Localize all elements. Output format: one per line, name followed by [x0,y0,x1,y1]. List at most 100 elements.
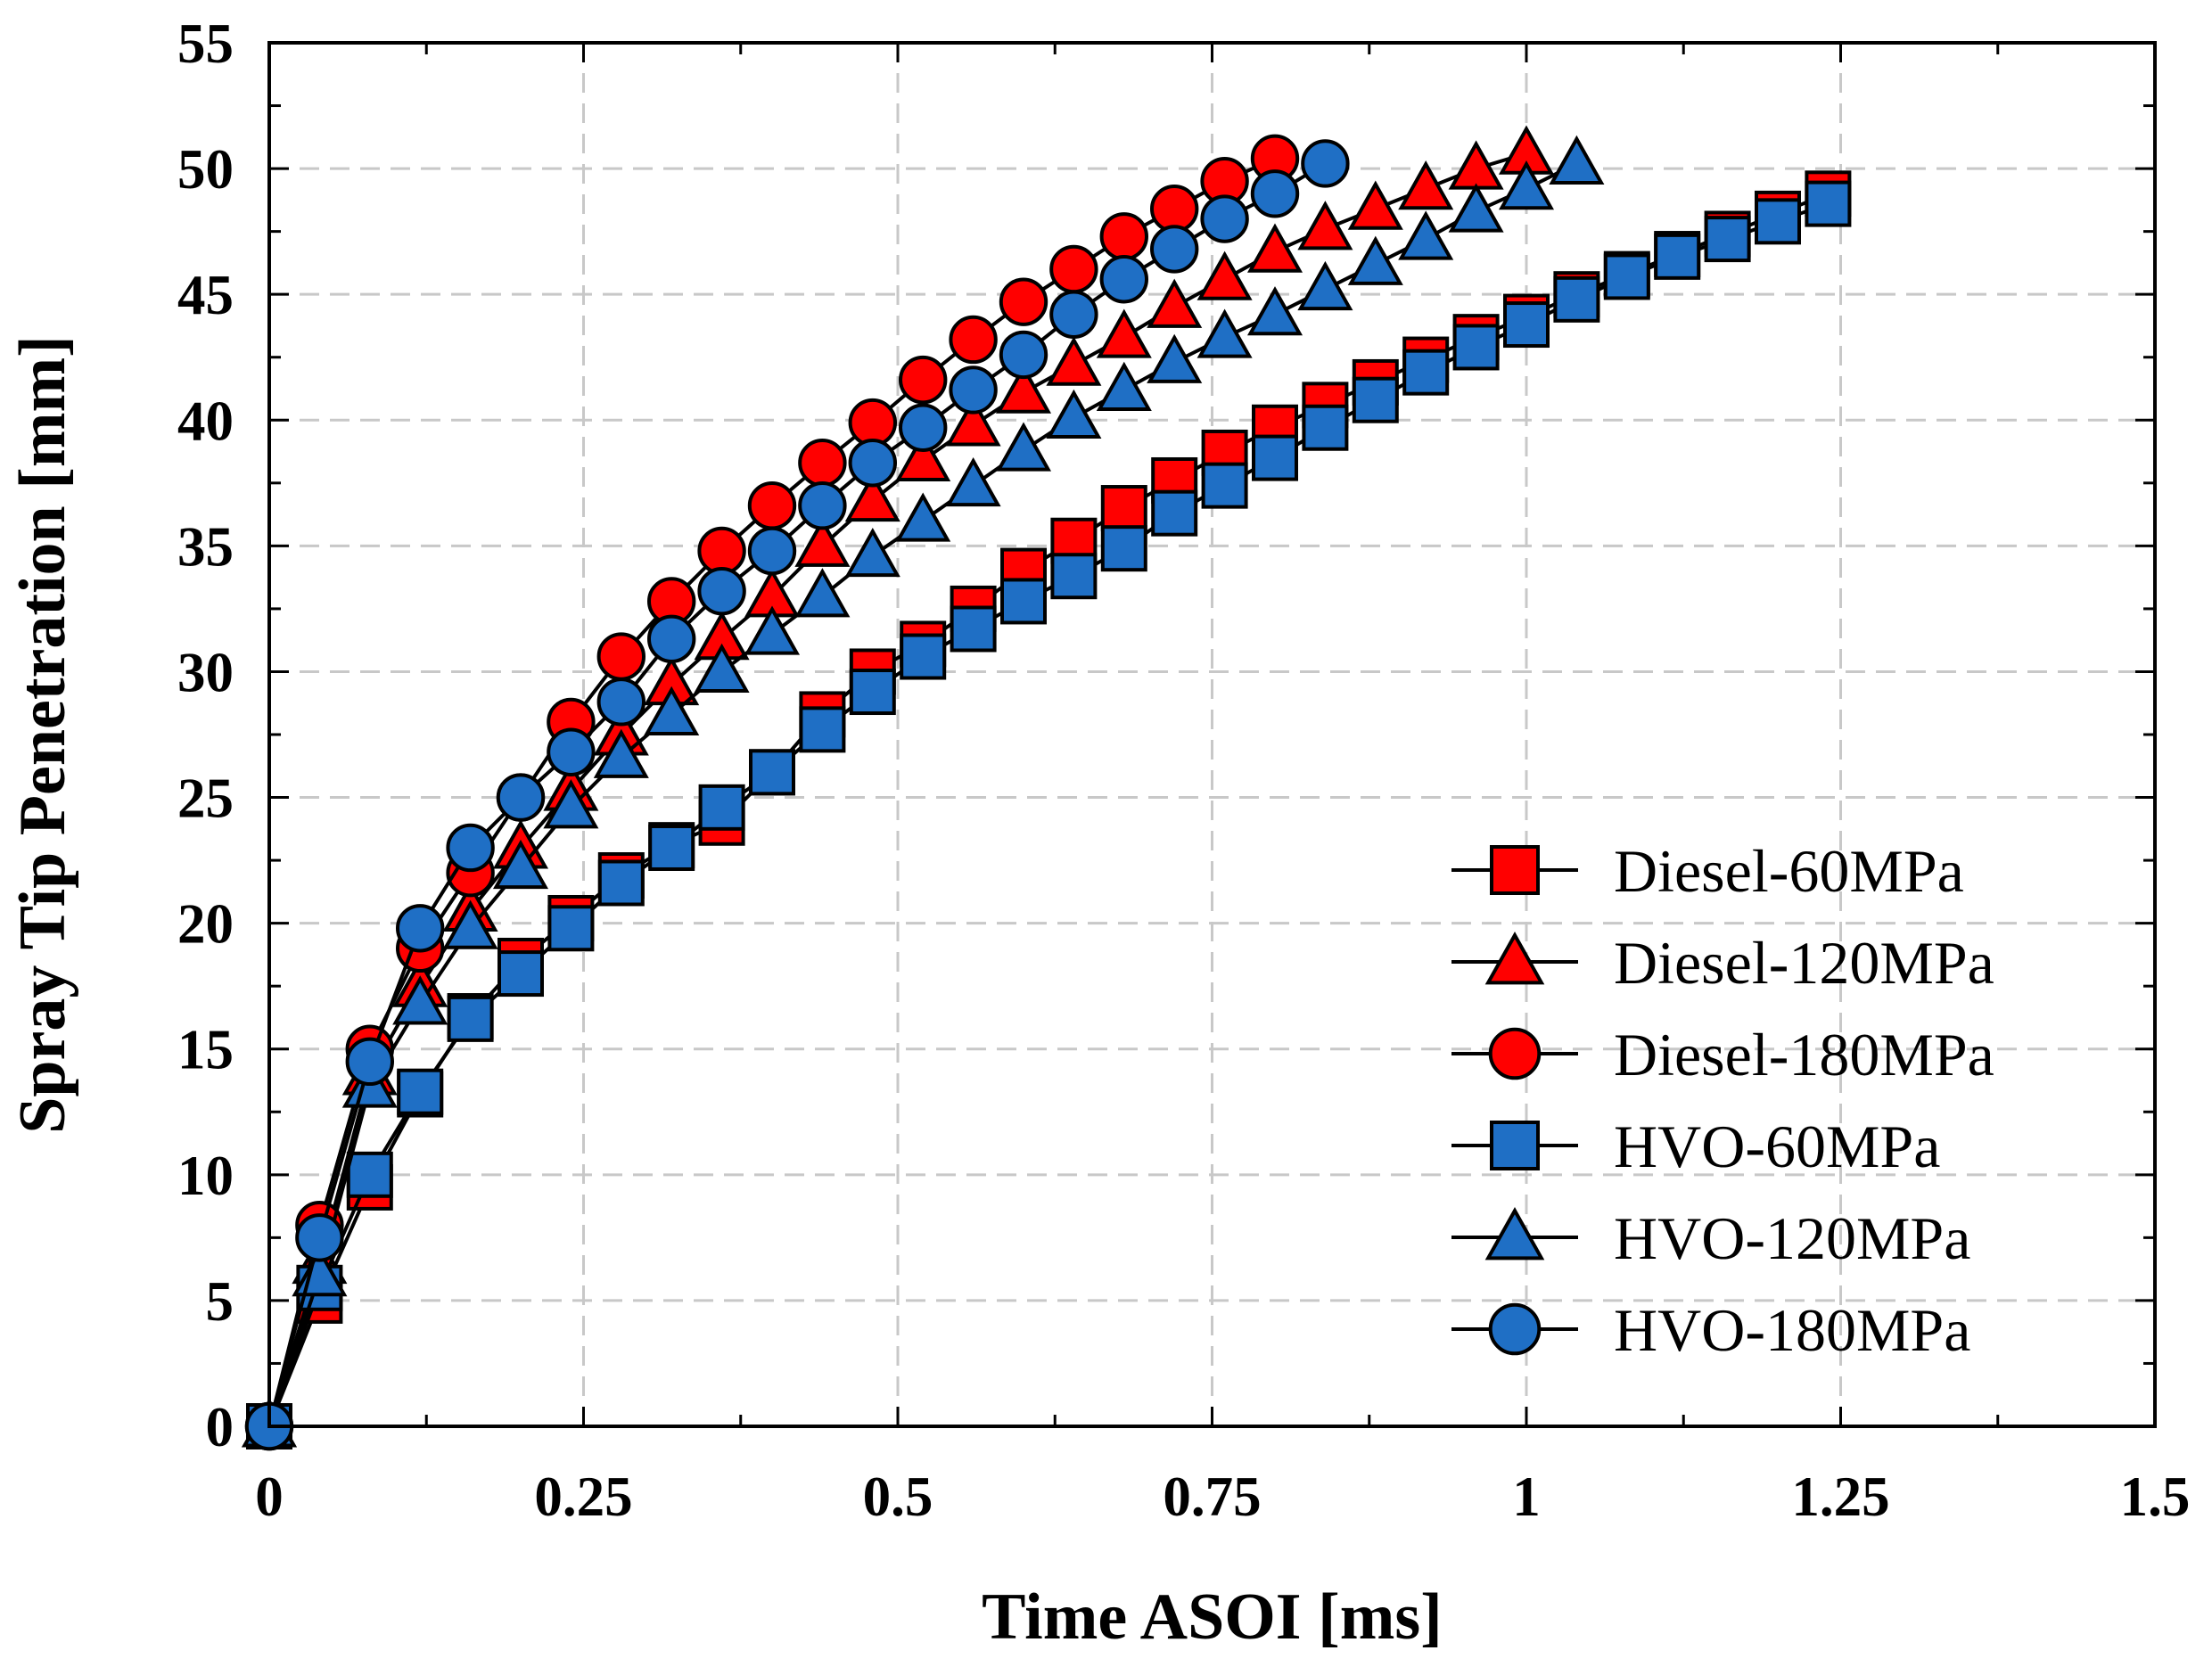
data-point [1347,235,1403,285]
legend-entry: Diesel-60MPa [1451,837,1964,905]
data-point [1099,212,1149,261]
data-point [1302,404,1349,451]
x-tick-label: 0.25 [534,1466,632,1528]
data-point [1147,278,1203,328]
data-point [1150,225,1199,274]
data-point [392,975,448,1025]
data-point [1553,275,1600,323]
y-tick-label: 20 [177,893,234,956]
data-point [945,456,1001,507]
data-point [898,403,948,452]
data-point [597,859,645,907]
data-point [1503,301,1550,349]
data-point [1805,180,1852,227]
y-tick-label: 50 [177,138,234,201]
data-point [1252,434,1298,481]
data-point [1096,308,1152,358]
legend-label: Diesel-180MPa [1614,1021,1994,1088]
data-point [1000,578,1047,625]
y-tick-label: 45 [177,264,234,326]
data-point [895,492,951,542]
legend-marker [1488,1027,1542,1080]
data-point [496,773,546,822]
data-point [543,779,599,829]
data-point [1096,361,1152,411]
x-tick-label: 1.5 [2120,1466,2191,1528]
data-point [949,365,998,415]
data-point [1402,349,1450,396]
data-point [596,677,646,727]
data-point [844,527,900,578]
legend-label: Diesel-120MPa [1614,929,1994,997]
data-point [1196,308,1253,358]
data-point [697,526,746,576]
data-point [1250,169,1300,218]
legend-entry: Diesel-180MPa [1451,1021,1994,1088]
legend-marker [1484,1207,1545,1261]
y-tick-label: 55 [177,12,234,75]
data-point [995,422,1052,472]
data-point [694,643,750,693]
data-point [799,706,846,753]
data-point [442,899,498,949]
legend-entry: HVO-180MPa [1451,1296,1970,1364]
y-tick-label: 35 [177,515,234,578]
legend: Diesel-60MPa Diesel-120MPa Diesel-180MPa HV… [1451,837,1994,1364]
data-point [1201,462,1248,509]
data-point [1297,201,1353,250]
data-point [1297,260,1353,311]
data-point [849,669,896,716]
data-point [593,728,649,778]
y-tick-label: 0 [206,1396,234,1458]
data-point [848,398,897,448]
data-point [397,1068,444,1115]
data-point [295,1213,344,1262]
data-point [1755,198,1801,245]
data-point [898,355,948,405]
data-point [547,905,595,952]
legend-marker [1488,1302,1542,1356]
data-point [1050,553,1098,600]
legend-entry: HVO-60MPa [1451,1113,1940,1180]
data-point [950,605,997,653]
data-point [844,472,900,522]
data-point [596,632,646,681]
data-point [747,481,797,530]
data-point [749,749,795,796]
data-point [1200,194,1249,243]
data-point [1100,485,1147,532]
data-point [1147,333,1203,383]
data-point [1398,160,1454,210]
series-line [267,161,1327,1427]
data-point [798,439,847,488]
data-point [697,566,746,616]
data-point [1603,253,1650,300]
y-tick-label: 15 [177,1019,234,1081]
data-point [999,330,1048,380]
data-point [492,839,549,890]
data-point [1151,489,1198,537]
data-point [1452,324,1500,371]
data-point [446,823,495,873]
data-point [547,727,596,776]
data-point [396,904,445,953]
data-point [794,517,851,567]
data-point [1448,183,1504,233]
legend-label: HVO-120MPa [1614,1204,1970,1272]
legend-marker [1490,845,1540,895]
legend-entry: HVO-120MPa [1451,1204,1970,1272]
legend-marker [1484,932,1545,985]
data-point [1549,135,1605,185]
data-point [647,614,696,663]
axis-ticks [267,41,2157,1428]
y-tick-label: 5 [206,1270,234,1333]
data-point [1398,210,1454,260]
data-point [848,439,897,488]
data-point [1246,223,1303,273]
data-point [900,633,947,680]
legend-label: HVO-180MPa [1614,1296,1970,1364]
data-point [648,824,695,871]
data-point [999,277,1048,326]
data-point [447,995,494,1042]
